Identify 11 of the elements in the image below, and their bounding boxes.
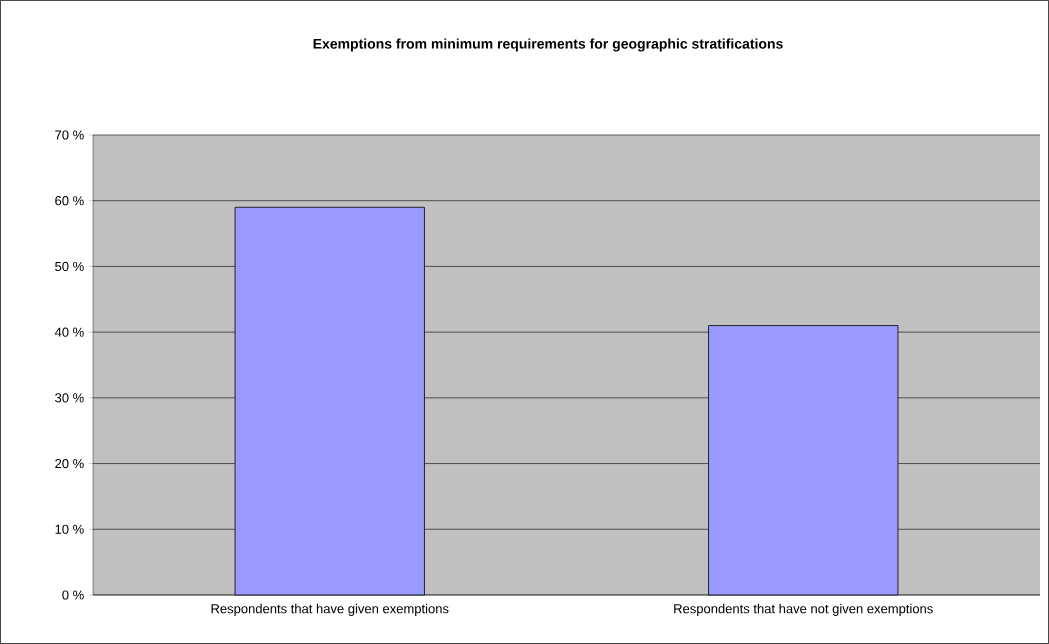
y-tick-label: 20 % (55, 458, 84, 469)
chart-title: Exemptions from minimum requirements for geographic stratifications (313, 38, 783, 52)
x-tick-label: Respondents that have given exemptions (211, 603, 449, 616)
y-tick-label: 30 % (55, 393, 84, 403)
y-tick-label: 50 % (55, 261, 84, 272)
y-tick-label: 0 % (62, 590, 84, 600)
y-tick-label: 70 % (55, 130, 84, 140)
y-tick-label: 10 % (55, 524, 84, 534)
x-tick-label: Respondents that have not given exemptions (674, 603, 933, 616)
y-tick-label: 60 % (55, 196, 84, 206)
y-tick-label: 40 % (54, 327, 84, 337)
